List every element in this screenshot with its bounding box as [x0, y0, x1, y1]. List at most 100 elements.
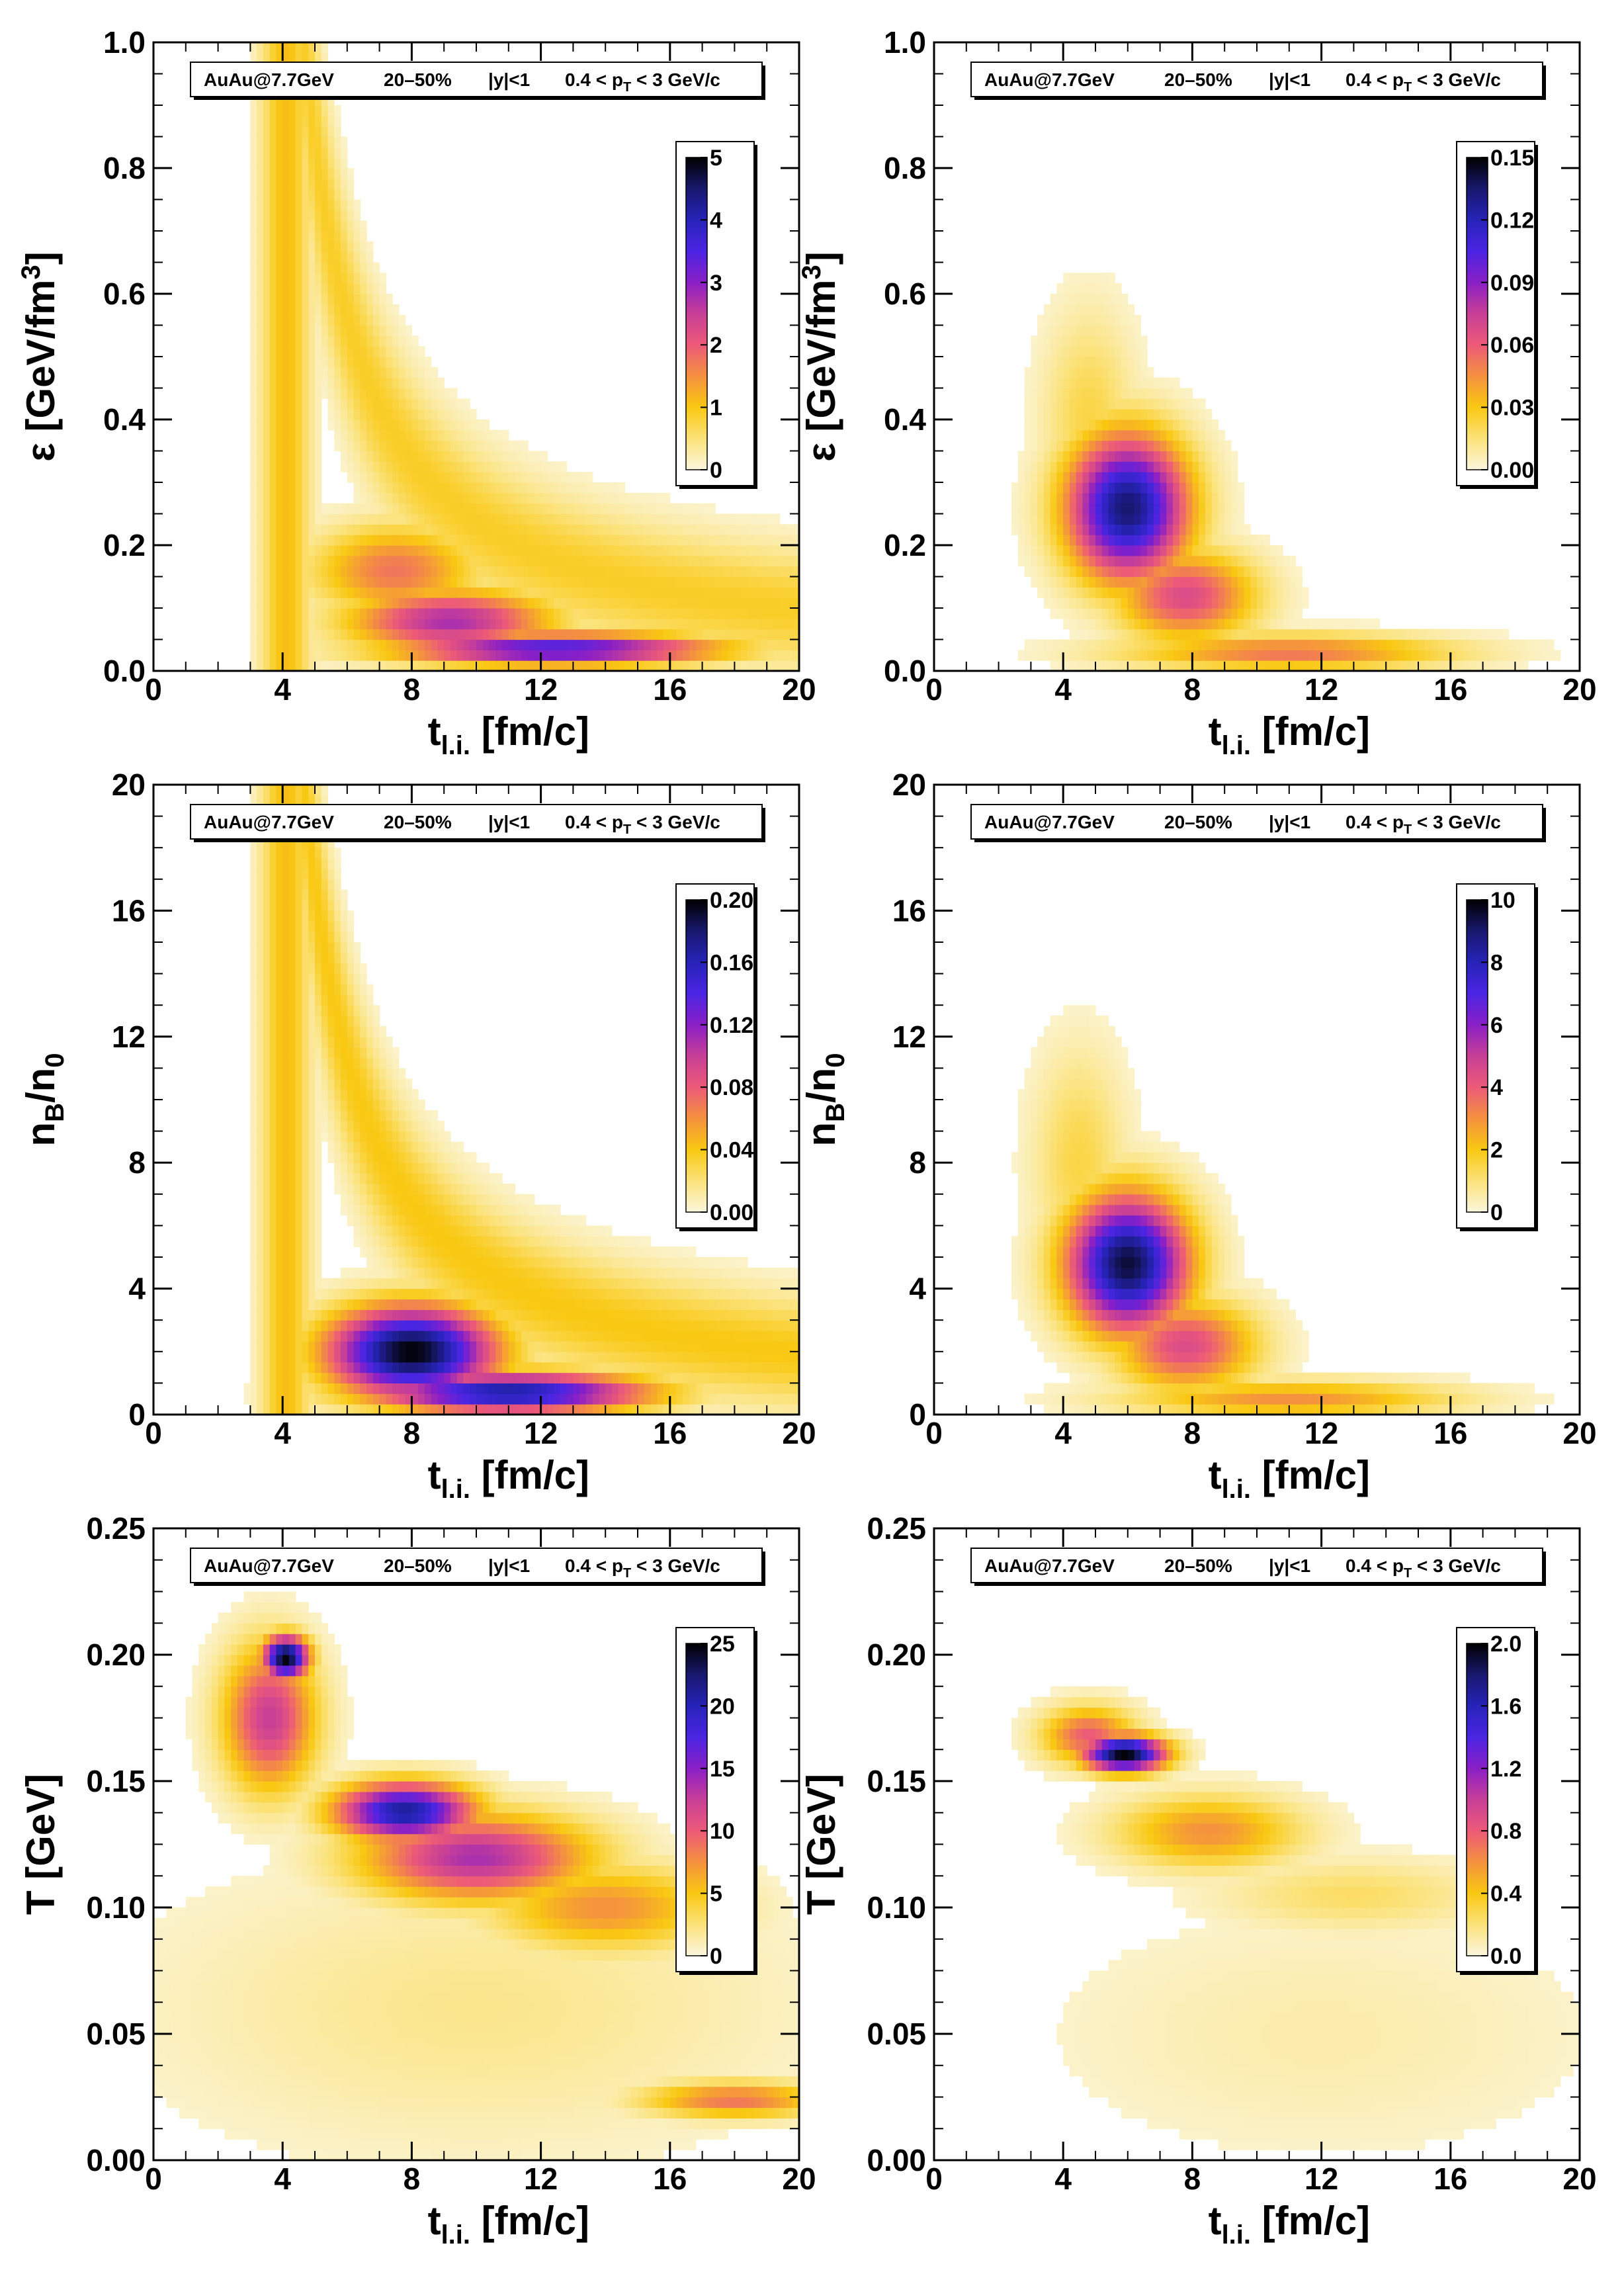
heatmap-cell [263, 963, 271, 975]
heatmap-cell [250, 1267, 257, 1279]
heatmap-cell [282, 868, 290, 880]
heatmap-cell [341, 189, 348, 200]
heatmap-cell [411, 492, 419, 504]
heatmap-cell [295, 650, 303, 661]
heatmap-cell [431, 608, 439, 619]
heatmap-cell [257, 1299, 264, 1310]
heatmap-cell [341, 984, 348, 995]
heatmap-cell [308, 555, 316, 567]
heatmap-cell [269, 42, 277, 54]
heatmap-cell [424, 419, 432, 431]
heatmap-cell [405, 409, 412, 420]
heatmap-cell [663, 503, 671, 515]
heatmap-cell [476, 461, 484, 472]
heatmap-cell [386, 429, 393, 441]
heatmap-cell [347, 1068, 355, 1079]
heatmap-cell [1192, 440, 1199, 452]
heatmap-cell [1069, 398, 1077, 410]
heatmap-cell [257, 105, 264, 116]
heatmap-cell [1063, 325, 1070, 336]
heatmap-cell [489, 513, 496, 525]
heatmap-cell [392, 377, 400, 389]
heatmap-cell [592, 555, 600, 567]
heatmap-cell [276, 1383, 283, 1394]
heatmap-cell [1263, 535, 1271, 546]
heatmap-cell [1031, 503, 1038, 515]
heatmap-cell [1082, 357, 1090, 368]
heatmap-cell [1050, 472, 1058, 483]
heatmap-cell [386, 325, 393, 336]
heatmap-cell [1173, 482, 1180, 494]
heatmap-cell [1043, 377, 1051, 389]
heatmap-cell [1160, 419, 1167, 431]
heatmap-cell [1224, 618, 1232, 630]
heatmap-cell [1353, 650, 1361, 661]
heatmap-cell [282, 1404, 290, 1415]
heatmap-cell [1230, 524, 1238, 535]
heatmap-cell [360, 1331, 367, 1342]
heatmap-cell [334, 409, 341, 420]
heatmap-cell [288, 545, 296, 556]
heatmap-cell [566, 650, 574, 661]
heatmap-cell [263, 419, 271, 431]
heatmap-cell [360, 1393, 367, 1405]
heatmap-cell [1089, 545, 1096, 556]
heatmap-cell [1115, 377, 1122, 389]
heatmap-cell [269, 513, 277, 525]
heatmap-cell [1095, 650, 1103, 661]
heatmap-cell [392, 419, 400, 431]
heatmap-cell [347, 503, 355, 515]
heatmap-cell [250, 357, 257, 368]
heatmap-cell [372, 367, 380, 378]
heatmap-cell [431, 367, 439, 378]
heatmap-cell [366, 1225, 374, 1237]
heatmap-cell [276, 973, 283, 985]
heatmap-cell [1211, 639, 1219, 650]
heatmap-cell [669, 650, 677, 661]
heatmap-cell [1127, 304, 1135, 316]
heatmap-cell [534, 597, 542, 609]
heatmap-cell [295, 973, 303, 985]
heatmap-cell [411, 618, 419, 630]
heatmap-cell [715, 639, 722, 650]
heatmap-cell [702, 639, 709, 650]
heatmap-cell [386, 650, 393, 661]
colorbar-tick-label: 0.09 [1490, 271, 1534, 296]
heatmap-cell [1011, 513, 1019, 525]
heatmap-cell [269, 597, 277, 609]
heatmap-cell [624, 576, 632, 588]
heatmap-cell [263, 168, 271, 179]
heatmap-cell [263, 973, 271, 985]
heatmap-cell [257, 95, 264, 106]
heatmap-cell [1321, 639, 1328, 650]
heatmap-cell [347, 1110, 355, 1121]
heatmap-cell [288, 1362, 296, 1374]
heatmap-cell [347, 472, 355, 483]
heatmap-cell [1108, 377, 1115, 389]
heatmap-cell [334, 147, 341, 158]
heatmap-cell [263, 942, 271, 953]
heatmap-cell [599, 535, 606, 546]
heatmap-cell [315, 1152, 322, 1163]
heatmap-cell [392, 367, 400, 378]
heatmap-cell [1173, 461, 1180, 472]
heatmap-cell [1244, 597, 1251, 609]
heatmap-cell [1127, 629, 1135, 640]
heatmap-cell [263, 367, 271, 378]
heatmap-cell [734, 576, 742, 588]
heatmap-cell [308, 294, 316, 305]
heatmap-cell [250, 1362, 257, 1374]
heatmap-cell [437, 409, 445, 420]
heatmap-cell [353, 1036, 361, 1048]
heatmap-cell [521, 639, 529, 650]
heatmap-cell [315, 52, 322, 64]
heatmap-cell [295, 1078, 303, 1090]
heatmap-cell [282, 535, 290, 546]
heatmap-cell [263, 900, 271, 911]
heatmap-cell [250, 587, 257, 598]
heatmap-cell [334, 1026, 341, 1037]
heatmap-cell [308, 115, 316, 127]
heatmap-cell [282, 304, 290, 316]
heatmap-cell [502, 629, 509, 640]
heatmap-cell [250, 1383, 257, 1394]
